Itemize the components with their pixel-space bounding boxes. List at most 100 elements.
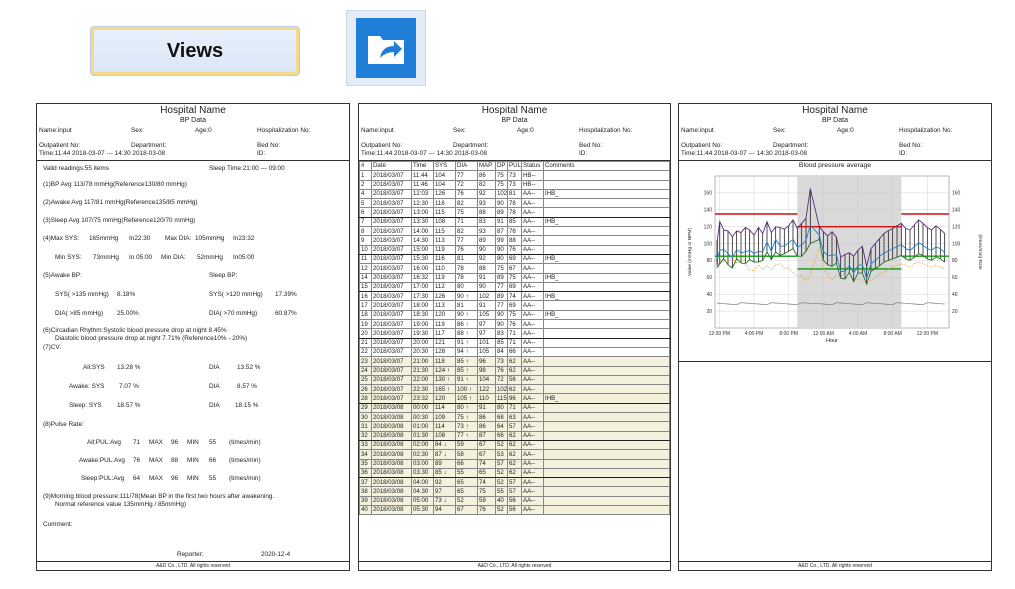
table-row[interactable]: 2 2018/03/07 11:46 104 72 82 75 73 HB-- xyxy=(359,179,670,190)
min-dia-label: Min DIA: xyxy=(161,254,186,261)
table-row[interactable]: 16 2018/03/07 17:30 126 90 ↑ 102 89 74 AA-- IHB_ xyxy=(359,291,670,302)
views-button[interactable]: Views xyxy=(90,26,300,76)
table-cell: AA-- xyxy=(521,235,544,246)
table-row[interactable]: 7 2018/03/07 13:30 108 71 83 91 85 AA-- IHB_ xyxy=(359,216,670,228)
table-row[interactable]: 8 2018/03/07 14:00 115 82 93 87 76 AA-- xyxy=(359,226,670,237)
table-cell xyxy=(543,439,670,451)
column-header: DIA xyxy=(455,160,478,172)
table-cell: 115 xyxy=(495,393,508,404)
table-row[interactable]: 29 2018/03/08 00:00 114 80 ↑ 91 80 71 AA-- xyxy=(359,402,670,414)
max-dia-label: Max DIA: xyxy=(165,235,192,242)
table-cell: 12 xyxy=(359,263,372,274)
table-cell: 15:30 xyxy=(411,253,434,265)
table-cell: AA-- xyxy=(521,477,544,488)
table-row[interactable]: 37 2018/03/08 04:00 92 65 74 52 57 AA-- xyxy=(359,477,670,488)
table-cell: AA-- xyxy=(521,449,544,460)
table-row[interactable]: 25 2018/03/07 22:00 130 ↑ 91 ↑ 104 72 56 AA-- xyxy=(359,374,670,386)
table-cell: 03:00 xyxy=(411,458,434,469)
pulse-all-label: All:PUL:Avg xyxy=(87,439,121,446)
open-file-button[interactable] xyxy=(346,10,426,86)
table-row[interactable]: 15 2018/03/07 17:00 112 80 90 77 69 AA-- xyxy=(359,281,670,293)
table-row[interactable]: 26 2018/03/07 22:30 165 ↑ 100 ↑ 122 102 62 AA-- xyxy=(359,384,670,395)
table-row[interactable]: 31 2018/03/08 01:00 114 73 ↑ 86 64 57 AA-- xyxy=(359,421,670,432)
table-row[interactable]: 33 2018/03/08 02:00 84 ↓ 59 67 52 62 AA-- xyxy=(359,439,670,451)
table-row[interactable]: 1 2018/03/07 11:44 104 77 86 75 73 HB-- xyxy=(359,170,670,181)
table-row[interactable]: 34 2018/03/08 02:30 87 ↓ 58 67 53 62 AA-- xyxy=(359,449,670,460)
cv-all-label: All:SYS xyxy=(83,364,105,371)
table-cell: 01:00 xyxy=(411,421,434,432)
table-row[interactable]: 18 2018/03/07 18:30 120 90 ↑ 105 90 75 AA-- IHB_ xyxy=(359,309,670,321)
pulse-awake-min-label: MIN xyxy=(187,457,199,464)
table-row[interactable]: 6 2018/03/07 13:00 115 75 88 89 78 AA-- xyxy=(359,207,670,218)
table-cell: 55 xyxy=(495,486,508,497)
table-cell: 5 xyxy=(359,198,372,209)
table-row[interactable]: 19 2018/03/07 19:00 119 86 ↑ 97 90 76 AA-- xyxy=(359,319,670,330)
table-row[interactable]: 32 2018/03/08 01:30 108 77 ↑ 87 66 62 AA-- xyxy=(359,430,670,441)
table-row[interactable]: 21 2018/03/07 20:00 121 91 ↑ 101 85 71 AA-- xyxy=(359,337,670,348)
table-cell: 102 xyxy=(477,291,496,302)
cv-sleep-sys: 18.57 % xyxy=(117,402,141,409)
table-row[interactable]: 38 2018/03/08 04:30 97 65 75 55 57 AA-- xyxy=(359,486,670,497)
table-cell: 18:30 xyxy=(411,309,434,321)
table-cell: 2018/03/07 xyxy=(371,207,412,218)
table-row[interactable]: 10 2018/03/07 15:00 119 76 90 90 76 AA-- xyxy=(359,244,670,255)
series-line-sys xyxy=(716,188,946,267)
hospital-name: Hospital Name xyxy=(802,105,868,116)
bed-no: Bed No: xyxy=(257,142,281,149)
table-cell: 62 xyxy=(507,384,522,395)
table-cell: 05:00 xyxy=(411,495,434,507)
table-cell: IHB_ xyxy=(543,291,670,302)
table-row[interactable]: 23 2018/03/07 21:00 118 85 ↑ 96 73 62 AA-- xyxy=(359,356,670,367)
table-row[interactable]: 11 2018/03/07 15:30 116 81 92 80 69 AA-- IHB_ xyxy=(359,253,670,265)
table-cell: AA-- xyxy=(521,281,544,293)
footer-copyright: A&D Co., LTD. All rights reserved xyxy=(359,561,670,570)
awake-avg: (2)Awake Avg 117/81 mmHg(Reference135/85… xyxy=(43,199,198,206)
table-cell xyxy=(543,356,670,367)
table-cell: 119 xyxy=(433,244,456,255)
table-row[interactable]: 30 2018/03/08 00:30 109 75 ↑ 86 68 63 AA-- xyxy=(359,411,670,423)
table-row[interactable]: 35 2018/03/08 03:00 89 66 74 57 62 AA-- xyxy=(359,458,670,469)
table-cell: 2018/03/07 xyxy=(371,272,412,283)
table-row[interactable]: 5 2018/03/07 12:30 116 82 93 90 78 AA-- xyxy=(359,198,670,209)
table-cell: 88 xyxy=(477,207,496,218)
table-row[interactable]: 4 2018/03/07 12:03 126 76 92 102 81 AA-- IHB_ xyxy=(359,188,670,200)
min-sys-value: 73mmHg xyxy=(93,254,119,261)
table-row[interactable]: 28 2018/03/07 23:32 120 105 ↑ 110 115 96 AA-- IHB… xyxy=(359,393,670,404)
table-cell: 75 xyxy=(495,170,508,181)
table-cell: 108 xyxy=(433,430,456,441)
y2-tick-label: 20 xyxy=(952,309,958,315)
table-row[interactable]: 24 2018/03/07 21:30 124 ↑ 85 ↑ 98 76 62 AA-- xyxy=(359,365,670,376)
table-cell: 71 xyxy=(507,337,522,348)
table-cell: 8 xyxy=(359,226,372,237)
table-cell: 05:30 xyxy=(411,504,434,516)
table-cell: 77 ↑ xyxy=(455,430,478,441)
table-cell: 91 xyxy=(495,216,508,228)
table-cell: 18:00 xyxy=(411,300,434,311)
outpatient-no: Outpatient No: xyxy=(681,142,723,149)
table-row[interactable]: 9 2018/03/07 14:30 113 77 89 99 88 AA-- xyxy=(359,235,670,246)
table-row[interactable]: 17 2018/03/07 18:00 113 81 91 77 69 AA-- xyxy=(359,300,670,311)
table-row[interactable]: 14 2018/03/07 16:32 119 78 91 89 75 AA-- IHB_ xyxy=(359,272,670,283)
table-cell: AA-- xyxy=(521,207,544,218)
table-cell: 76 xyxy=(455,188,478,200)
table-row[interactable]: 40 2018/03/08 05:30 94 67 76 52 56 AA-- xyxy=(359,504,670,516)
table-cell: 67 xyxy=(477,439,496,451)
table-cell: 78 xyxy=(455,272,478,283)
table-row[interactable]: 12 2018/03/07 16:00 110 78 88 75 67 AA-- xyxy=(359,263,670,274)
sleep-time: Sleep Time:21:00 --- 09:00 xyxy=(209,165,285,172)
table-row[interactable]: 20 2018/03/07 19:30 117 88 ↑ 97 83 71 AA-- xyxy=(359,328,670,339)
table-cell: 76 xyxy=(507,244,522,255)
table-cell: 69 xyxy=(507,253,522,265)
table-row[interactable]: 36 2018/03/08 03:30 85 ↓ 55 65 52 62 AA-- xyxy=(359,467,670,479)
table-cell: 52 xyxy=(455,495,478,507)
table-cell: 2018/03/07 xyxy=(371,281,412,293)
x-tick-label: 12:00 PM xyxy=(917,331,938,337)
table-row[interactable]: 39 2018/03/08 05:00 73 ↓ 52 59 40 56 AA-- xyxy=(359,495,670,507)
table-cell xyxy=(543,300,670,311)
table-cell: 86 xyxy=(477,170,496,181)
table-cell: 116 xyxy=(433,198,456,209)
pulse-all-avg: 71 xyxy=(133,439,141,446)
table-cell xyxy=(543,226,670,237)
table-row[interactable]: 22 2018/03/07 20:30 128 94 ↑ 105 84 66 AA-- xyxy=(359,346,670,358)
table-cell: 2018/03/07 xyxy=(371,356,412,367)
